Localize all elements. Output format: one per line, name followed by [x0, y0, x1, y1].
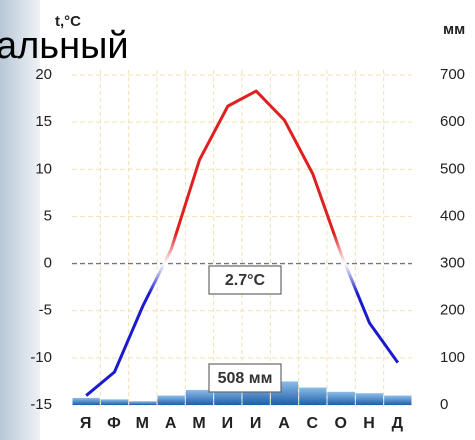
y2-axis-label: мм [443, 21, 465, 38]
y-tick-label: 20 [35, 66, 52, 83]
y-tick-label: -5 [39, 302, 52, 319]
y2-tick-label: 600 [440, 113, 465, 130]
x-tick-label: Я [80, 415, 93, 432]
x-tick-label: А [278, 415, 291, 432]
x-tick-label: И [250, 415, 263, 432]
precipitation-bar [157, 395, 185, 405]
x-tick-label: Ф [107, 415, 122, 432]
x-tick-label: А [165, 415, 178, 432]
y-tick-label: 0 [44, 255, 52, 272]
annotation-box [208, 363, 282, 393]
x-tick-label: Д [392, 415, 404, 432]
annotation: 2.7°C [225, 272, 266, 289]
precipitation-bar [327, 391, 355, 405]
x-tick-label: М [136, 415, 150, 432]
y2-tick-label: 100 [440, 349, 465, 366]
precipitation-bar [100, 399, 129, 405]
y-tick-label: 5 [44, 207, 52, 224]
x-tick-label: Н [363, 415, 376, 432]
precipitation-bar [384, 395, 412, 405]
precipitation-bar [355, 393, 384, 405]
y-tick-label: 15 [35, 113, 52, 130]
y2-tick-label: 300 [440, 255, 465, 272]
y-tick-label: -15 [30, 396, 52, 413]
y2-tick-label: 200 [440, 302, 465, 319]
y2-tick-label: 400 [440, 207, 465, 224]
y2-tick-label: 0 [440, 396, 448, 413]
precipitation-bar [185, 389, 214, 405]
annotation-box [208, 265, 282, 295]
precipitation-bar [299, 387, 327, 405]
y2-tick-label: 500 [440, 160, 465, 177]
y-tick-label: 10 [35, 160, 52, 177]
precipitation-bar [129, 401, 157, 405]
y-axis-label: t,°C [55, 13, 81, 30]
precipitation-bar [72, 397, 100, 405]
annotation: 508 мм [218, 370, 273, 387]
y2-tick-label: 700 [440, 66, 465, 83]
x-tick-label: М [192, 415, 206, 432]
y-tick-label: -10 [30, 349, 52, 366]
overlay-text: альный [0, 25, 129, 67]
temperature-line [85, 89, 400, 397]
slide-background [0, 0, 40, 440]
x-tick-label: О [334, 415, 347, 432]
x-tick-label: С [307, 415, 320, 432]
x-tick-label: И [222, 415, 235, 432]
